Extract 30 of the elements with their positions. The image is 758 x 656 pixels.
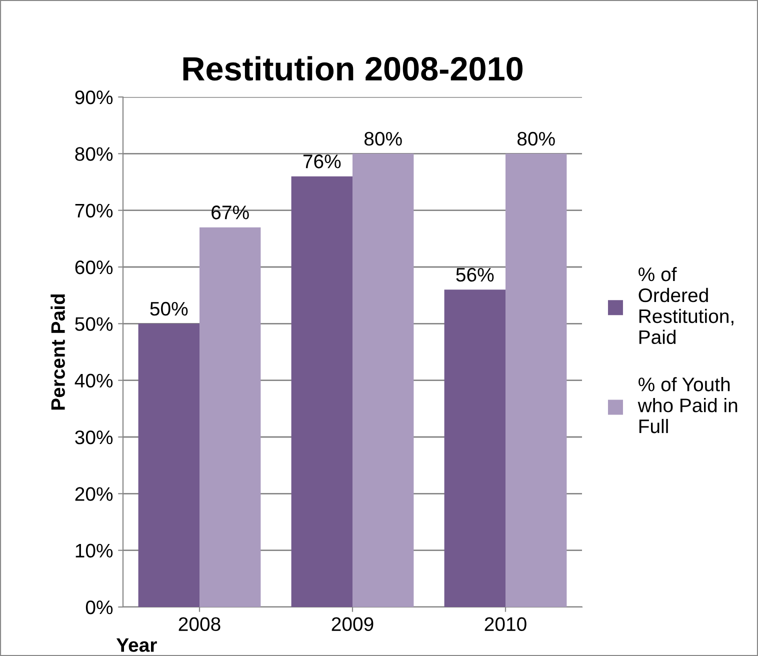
- y-tick-label: 10%: [76, 544, 113, 558]
- y-tick-label: 20%: [75, 487, 113, 501]
- y-tick-label: 70%: [75, 204, 113, 218]
- data-label: 50%: [150, 302, 188, 316]
- legend-label: % of Ordered Restitution, Paid: [638, 266, 734, 344]
- y-axis-title: Percent Paid: [50, 294, 65, 410]
- bar: [352, 154, 414, 607]
- x-tick-label: 2009: [332, 617, 374, 632]
- data-label: 80%: [517, 132, 555, 146]
- y-tick-label: 90%: [75, 90, 113, 104]
- bar: [291, 176, 352, 607]
- x-tick-label: 2010: [484, 617, 526, 632]
- y-tick-label: 50%: [75, 317, 113, 331]
- bar: [506, 154, 567, 607]
- bar: [200, 227, 261, 607]
- bar: [138, 324, 200, 607]
- data-label: 80%: [364, 132, 402, 146]
- data-label: 56%: [456, 268, 494, 282]
- y-tick-label: 30%: [75, 430, 113, 444]
- x-tick-label: 2008: [178, 617, 220, 632]
- y-tick-label: 80%: [75, 147, 113, 161]
- data-label: 76%: [303, 154, 341, 168]
- y-tick-label: 0%: [86, 600, 113, 614]
- y-tick-label: 60%: [75, 260, 113, 274]
- legend-label: % of Youth who Paid in Full: [638, 377, 738, 434]
- chart-title: Restitution 2008-2010: [183, 56, 523, 81]
- y-tick-label: 40%: [74, 374, 113, 388]
- data-label: 67%: [212, 206, 249, 220]
- bar: [444, 290, 506, 607]
- x-axis-title: Year: [116, 638, 157, 652]
